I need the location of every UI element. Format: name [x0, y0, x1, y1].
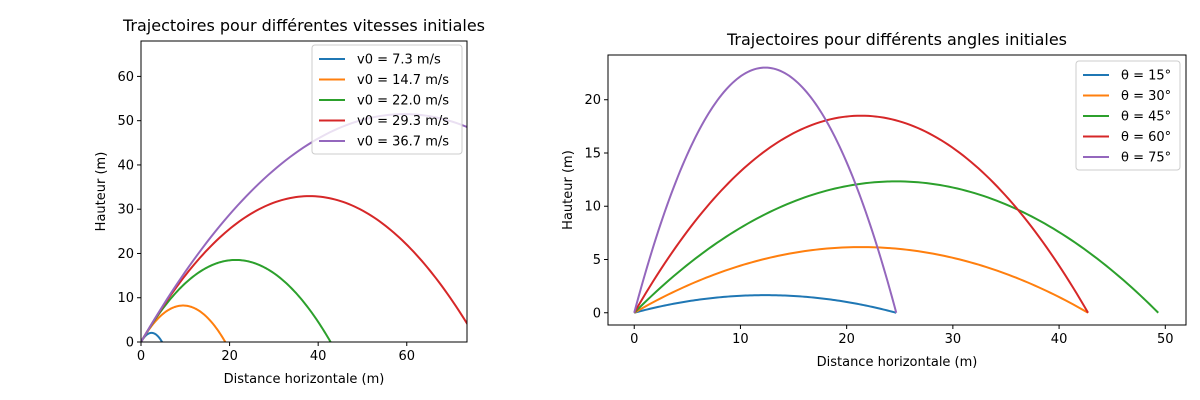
chart-title: Trajectoires pour différents angles init…: [726, 30, 1067, 49]
y-tick-label: 40: [117, 158, 134, 173]
legend-label: θ = 60°: [1121, 130, 1171, 145]
x-tick-label: 20: [221, 349, 238, 364]
x-tick-label: 60: [398, 349, 415, 364]
legend-box: [311, 44, 463, 155]
y-tick-label: 30: [117, 203, 134, 218]
axes-frame: [140, 40, 468, 343]
x-tick-label: 0: [630, 332, 638, 347]
chart-2: 0 10 20 30 40 50 0 5 10 15 20 Trajectoires pour dif…: [561, 30, 1187, 370]
axes-frame: [607, 54, 1187, 326]
plot-area: [633, 66, 1159, 314]
y-tick-label: 20: [584, 93, 601, 108]
y-tick-label: 20: [117, 247, 134, 262]
y-axis-label: Hauteur (m): [561, 150, 576, 230]
series-line-4: [633, 114, 1089, 314]
legend-label: v0 = 29.3 m/s: [357, 114, 449, 129]
chart-title: Trajectoires pour différentes vitesses i…: [122, 16, 485, 35]
y-tick-label: 50: [117, 114, 134, 129]
series-line-5: [633, 66, 898, 314]
x-tick-label: 10: [732, 332, 749, 347]
series-line-3: [141, 258, 332, 342]
chart-1: 0 20 40 60 0 10 20 30 40 50 60 Trajectoires pour di…: [94, 16, 485, 387]
series-line-4: [141, 195, 467, 342]
legend-label: v0 = 14.7 m/s: [357, 73, 449, 88]
y-tick-label: 5: [593, 253, 601, 268]
legend-label: θ = 45°: [1121, 110, 1171, 125]
y-tick-label: 10: [584, 200, 601, 215]
x-tick-label: 20: [838, 332, 855, 347]
x-tick-label: 0: [137, 349, 145, 364]
x-tick-label: 40: [1051, 332, 1068, 347]
x-axis-label: Distance horizontale (m): [817, 355, 978, 370]
y-tick-label: 60: [117, 70, 134, 85]
y-tick-label: 15: [584, 146, 601, 161]
legend: v0 = 7.3 m/s v0 = 14.7 m/s v0 = 22.0 m/s v0…: [311, 44, 463, 155]
legend-label: θ = 15°: [1121, 69, 1171, 84]
y-tick-label: 0: [593, 306, 601, 321]
x-tick-label: 50: [1157, 332, 1174, 347]
x-tick-label: 30: [945, 332, 962, 347]
legend-label: θ = 75°: [1121, 151, 1171, 166]
legend-label: v0 = 36.7 m/s: [357, 135, 449, 150]
x-tick-label: 40: [310, 349, 327, 364]
legend-label: v0 = 22.0 m/s: [357, 94, 449, 109]
legend-box: [1075, 60, 1181, 171]
legend-label: v0 = 7.3 m/s: [357, 53, 441, 68]
series-line-2: [633, 246, 1089, 314]
series-line-3: [633, 180, 1159, 314]
y-axis-label: Hauteur (m): [94, 152, 109, 232]
legend-label: θ = 30°: [1121, 89, 1171, 104]
legend: θ = 15° θ = 30° θ = 45° θ = 60° θ = 75°: [1075, 60, 1181, 171]
series-line-1: [633, 294, 897, 314]
y-tick-label: 10: [117, 291, 134, 306]
series-line-2: [141, 304, 227, 342]
y-tick-label: 0: [126, 336, 134, 351]
x-axis-label: Distance horizontale (m): [224, 372, 385, 387]
